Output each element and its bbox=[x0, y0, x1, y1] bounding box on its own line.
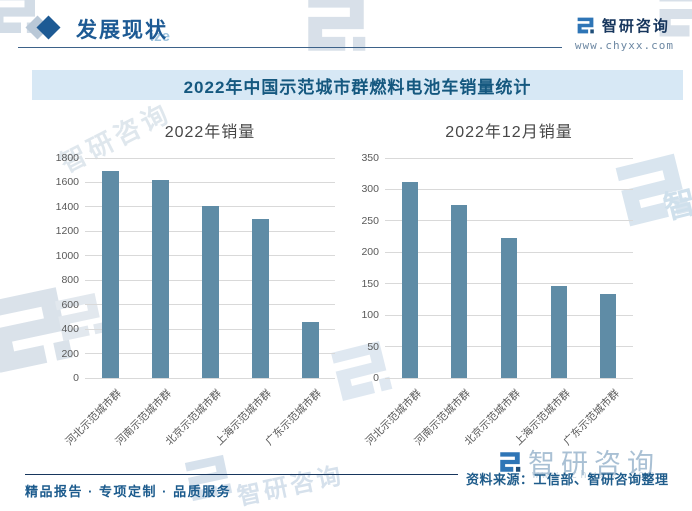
y-tick-label: 1600 bbox=[55, 176, 79, 189]
data-source: 资料来源：工信部、智研咨询整理 bbox=[466, 472, 669, 487]
y-tick-label: 200 bbox=[361, 246, 379, 259]
footer-divider bbox=[25, 474, 458, 475]
y-axis-labels: 0 200 400 600 800 1000 1200 1400 1600 1800 bbox=[43, 152, 79, 384]
y-tick-label: 400 bbox=[61, 323, 79, 336]
brand-lockup: 智研咨询 www.chyxx.com bbox=[575, 15, 674, 52]
chart-title: 2022年12月销量 bbox=[445, 124, 573, 141]
bar bbox=[101, 171, 119, 378]
brand-logo-icon bbox=[308, 0, 366, 51]
y-tick-label: 350 bbox=[361, 152, 379, 164]
chart-december-sales: 2022年12月销量 0 50 100 150 200 250 300 350 河北示范城市群… bbox=[355, 108, 670, 468]
gridline bbox=[385, 188, 633, 190]
gridline bbox=[385, 157, 633, 159]
plot-area bbox=[385, 157, 633, 379]
gridline bbox=[385, 220, 633, 222]
y-tick-label: 1800 bbox=[55, 152, 79, 164]
gridline bbox=[85, 377, 335, 379]
footer-brand-name: 智研咨询 bbox=[528, 449, 660, 479]
brand-name: 智研咨询 bbox=[601, 18, 670, 35]
y-tick-label: 0 bbox=[73, 372, 79, 384]
bar bbox=[451, 204, 468, 378]
brand-url: www.chyxx.com bbox=[574, 39, 674, 52]
chart-title: 2022年销量 bbox=[164, 124, 256, 141]
y-tick-label: 1000 bbox=[55, 249, 79, 262]
bar bbox=[600, 293, 617, 378]
brand-logo-icon bbox=[500, 451, 521, 472]
brand-logo-icon bbox=[577, 17, 594, 34]
x-tick-label: 河北示范城市群 bbox=[363, 387, 424, 448]
chart-annual-sales: 2022年销量 0 200 400 600 800 1000 1200 1400 1600 180… bbox=[30, 108, 345, 468]
y-tick-label: 1400 bbox=[55, 200, 79, 213]
bar bbox=[151, 180, 169, 378]
bar bbox=[251, 219, 269, 378]
section-bullet-icon bbox=[25, 13, 70, 45]
chart-banner-title: 2022年中国示范城市群燃料电池车销量统计 bbox=[32, 70, 683, 100]
bar bbox=[301, 321, 319, 378]
watermark-logo bbox=[299, 0, 373, 60]
y-tick-label: 50 bbox=[367, 340, 379, 353]
x-axis-labels: 河北示范城市群 河南示范城市群 北京示范城市群 上海示范城市群 广东示范城市群 bbox=[30, 378, 345, 468]
watermark-url: www.chyxx.com bbox=[532, 468, 658, 481]
gridline bbox=[85, 157, 335, 159]
header-divider bbox=[18, 47, 562, 48]
y-tick-label: 100 bbox=[361, 309, 379, 322]
y-tick-label: 150 bbox=[361, 277, 379, 290]
y-tick-label: 200 bbox=[61, 347, 79, 360]
x-tick-label: 河北示范城市群 bbox=[63, 387, 124, 448]
bar bbox=[201, 205, 219, 378]
plot-area bbox=[85, 157, 335, 379]
section-title: 发展现状 bbox=[76, 19, 168, 42]
footer-brand-lockup: 智研咨询 bbox=[497, 442, 660, 481]
gridline bbox=[385, 377, 633, 379]
bar bbox=[401, 181, 418, 378]
bar bbox=[501, 237, 517, 378]
y-tick-label: 250 bbox=[361, 214, 379, 227]
y-tick-label: 300 bbox=[361, 183, 379, 196]
gridline bbox=[85, 181, 335, 183]
bar bbox=[550, 286, 567, 378]
y-axis-labels: 0 50 100 150 200 250 300 350 bbox=[355, 152, 379, 384]
y-tick-label: 1200 bbox=[55, 225, 79, 238]
y-tick-label: 800 bbox=[61, 274, 79, 287]
y-tick-label: 600 bbox=[61, 298, 79, 311]
footer-tagline: 精品报告 · 专项定制 · 品质服务 bbox=[25, 484, 232, 499]
